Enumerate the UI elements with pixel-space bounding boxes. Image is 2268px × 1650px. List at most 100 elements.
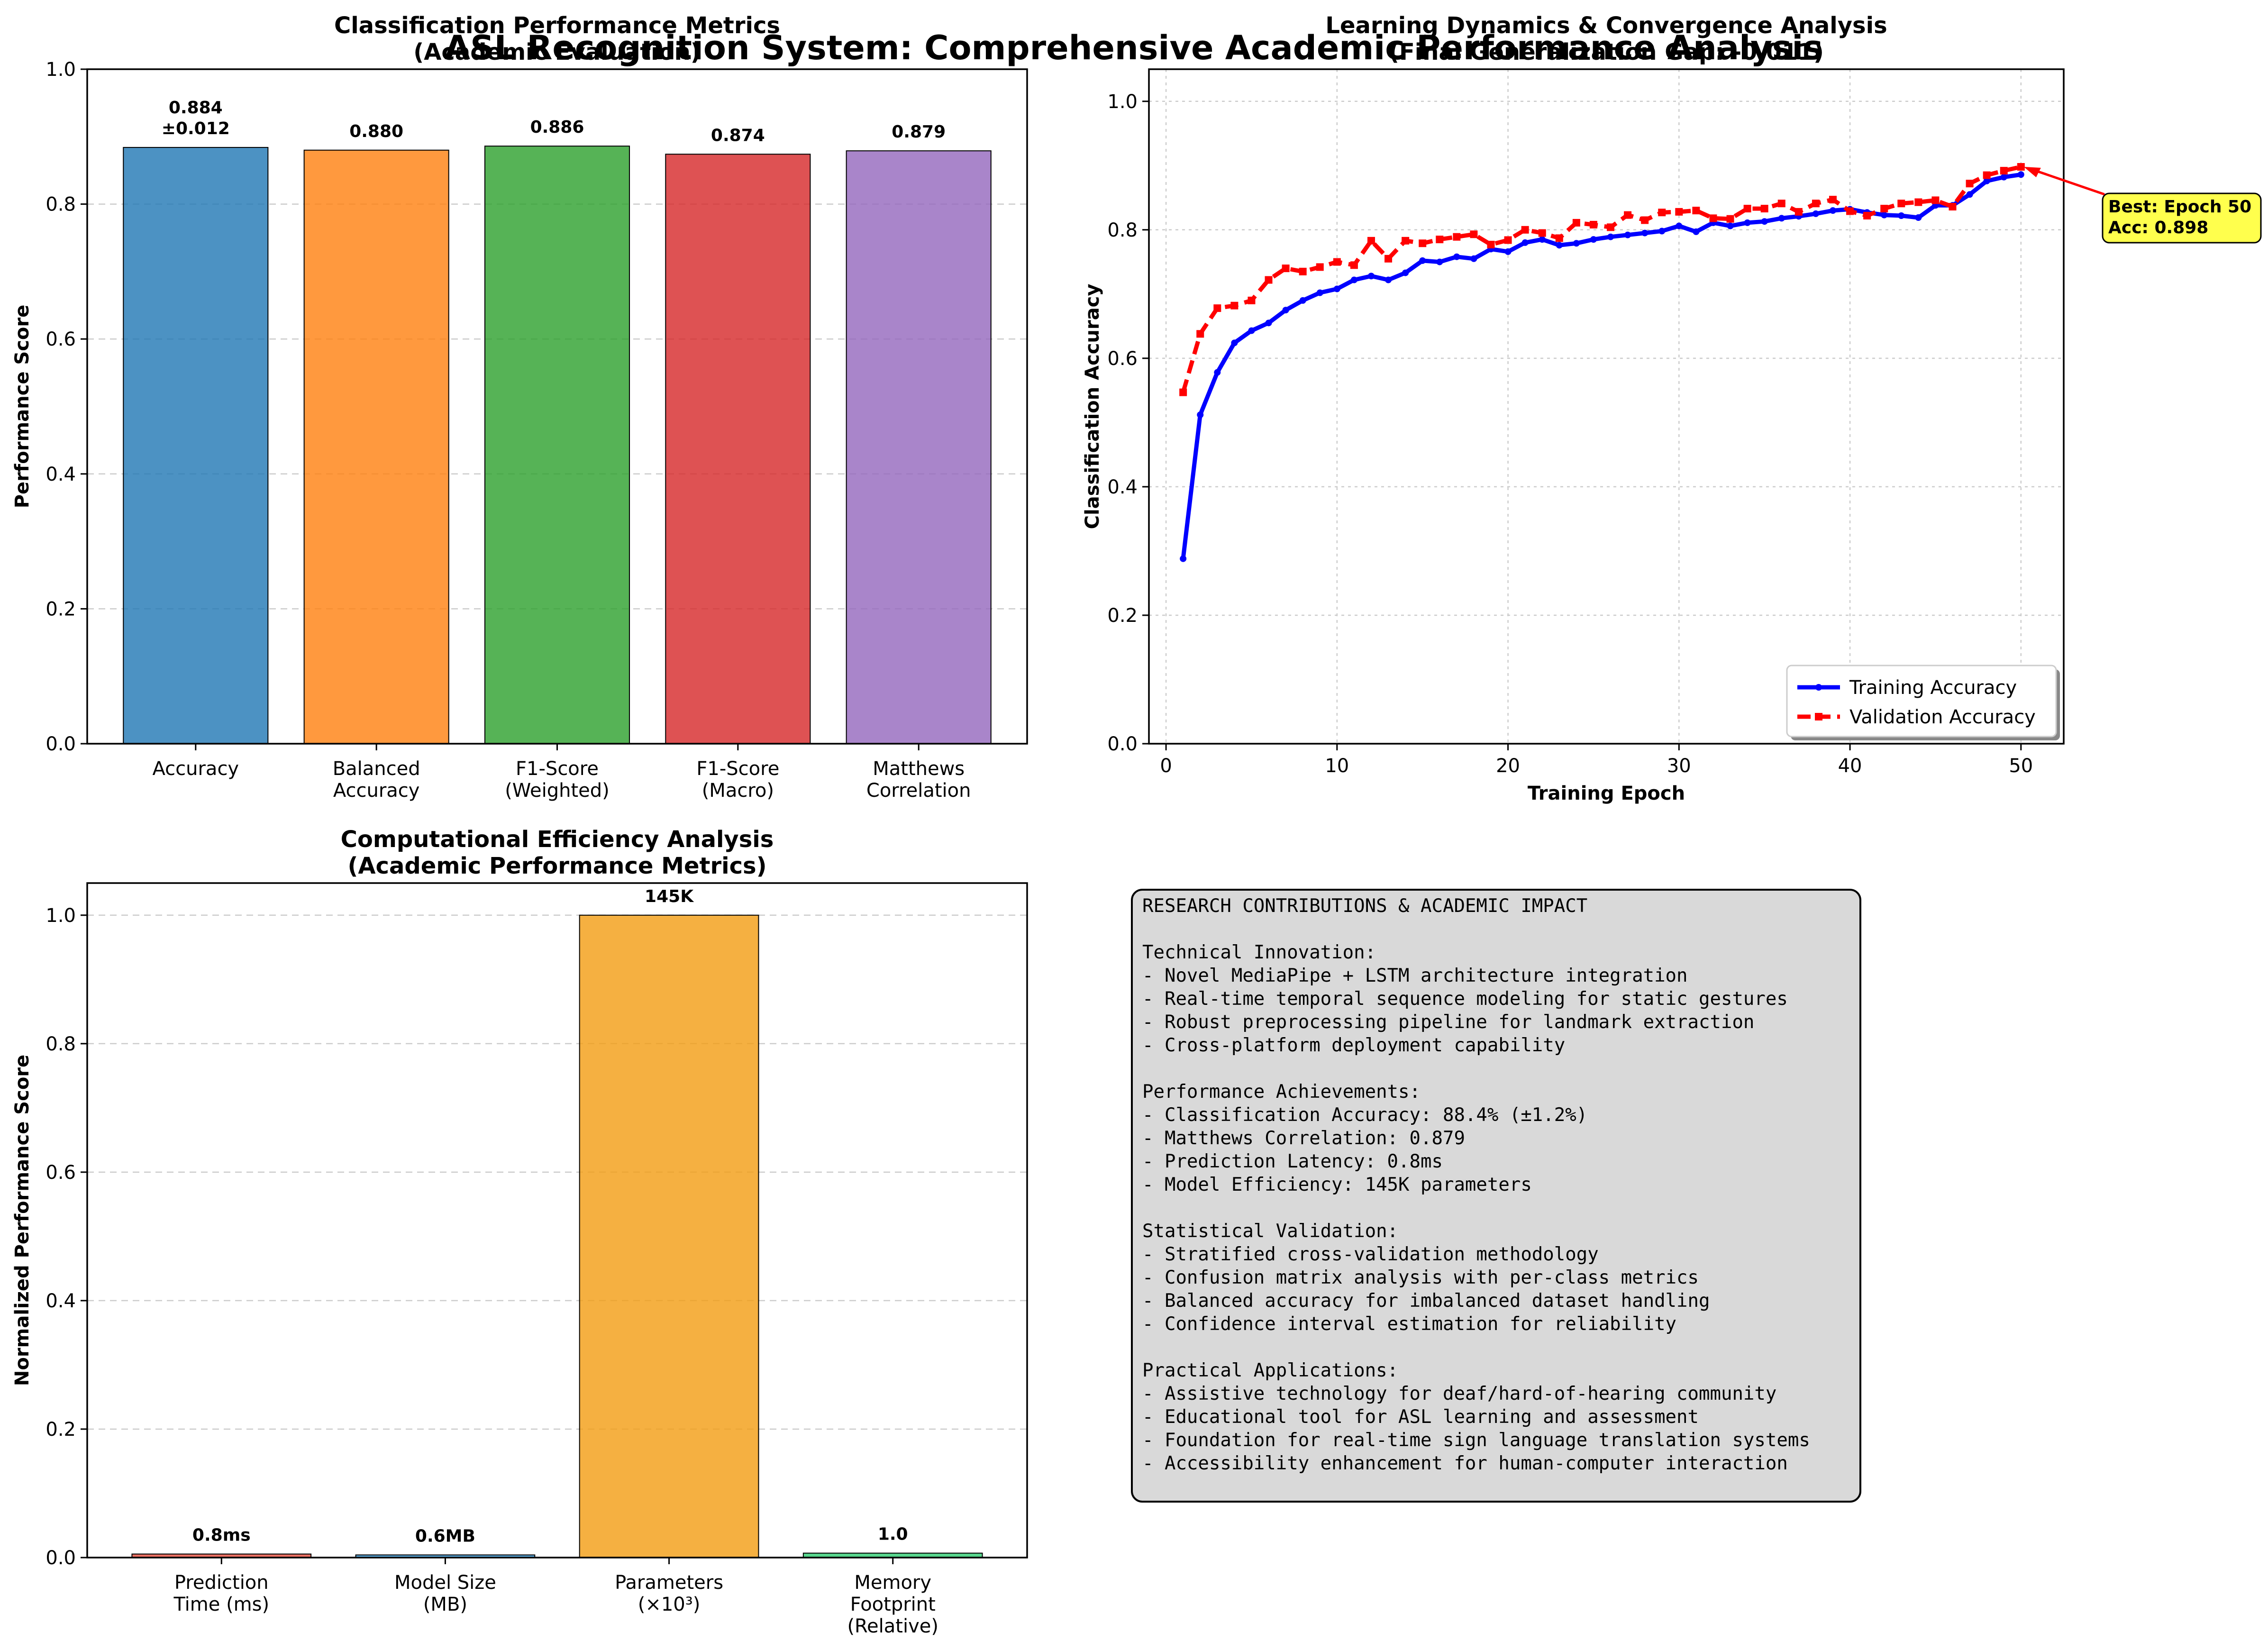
training-point <box>1676 222 1683 229</box>
training-point <box>1282 307 1289 314</box>
validation-point <box>1384 255 1393 263</box>
text-panel-line: Statistical Validation: <box>1142 1221 1399 1242</box>
x-tick-label: Model Size <box>394 1572 496 1594</box>
x-tick-label: Prediction <box>174 1572 269 1594</box>
chart-title: Classification Performance Metrics <box>334 12 780 39</box>
y-tick-label: 0.4 <box>46 464 76 485</box>
training-point <box>1966 191 1973 198</box>
y-tick-label: 1.0 <box>1107 91 1138 113</box>
validation-point <box>1402 237 1410 245</box>
x-tick-label: (Relative) <box>847 1615 938 1637</box>
y-tick-label: 0.2 <box>46 598 76 620</box>
validation-point <box>1316 263 1324 271</box>
text-panel-line <box>1142 1196 1850 1220</box>
axes-frame <box>86 882 1028 1559</box>
legend-marker <box>1815 713 1822 720</box>
validation-point <box>1949 203 1957 211</box>
validation-point <box>1812 200 1820 208</box>
text-panel-line: RESEARCH CONTRIBUTIONS & ACADEMIC IMPACT <box>1142 895 1588 917</box>
validation-point <box>1692 207 1700 215</box>
x-tick-label: 20 <box>1496 755 1520 777</box>
bar-value-label: ±0.012 <box>162 119 230 138</box>
x-tick-label: 40 <box>1838 755 1862 777</box>
y-tick-label: 0.6 <box>46 1162 76 1184</box>
bar-value-label: 0.886 <box>530 118 584 137</box>
validation-point <box>1829 196 1837 204</box>
x-tick-label: F1-Score <box>696 758 779 780</box>
validation-point <box>1521 226 1529 234</box>
training-point <box>1521 239 1529 246</box>
y-tick-label: 0.0 <box>46 1547 76 1569</box>
training-point <box>2017 171 2024 178</box>
bar <box>846 150 992 745</box>
training-point <box>1658 228 1666 235</box>
chart-title: (Final Generalization Gap: -0.011) <box>1389 39 1824 65</box>
training-point <box>1641 229 1649 237</box>
x-tick-label: 30 <box>1667 755 1691 777</box>
training-point <box>1333 285 1340 292</box>
text-panel-line: - Real-time temporal sequence modeling f… <box>1142 988 1788 1010</box>
training-point <box>1983 177 1990 184</box>
x-tick-label: Correlation <box>866 780 971 802</box>
training-point <box>1231 339 1238 346</box>
bar <box>484 146 630 744</box>
figure-suptitle: ASL Recognition System: Comprehensive Ac… <box>445 28 1823 67</box>
y-axis-label: Normalized Performance Score <box>11 1055 33 1386</box>
training-point <box>1367 273 1375 280</box>
training-point <box>1350 276 1357 283</box>
y-tick-label: 0.4 <box>46 1290 76 1312</box>
chart-title: (Academic Performance Metrics) <box>347 853 766 879</box>
x-tick-label: Accuracy <box>333 780 420 802</box>
validation-point <box>1863 211 1871 219</box>
text-panel-line: - Accessibility enhancement for human-co… <box>1142 1453 1788 1474</box>
bar-value-label: 0.880 <box>349 122 403 141</box>
legend-marker <box>1815 684 1822 691</box>
text-panel-line <box>1142 918 1850 941</box>
y-tick-label: 0.2 <box>46 1419 76 1440</box>
validation-point <box>1367 237 1375 245</box>
x-tick-label: Parameters <box>615 1572 723 1594</box>
validation-point <box>1299 267 1307 275</box>
validation-point <box>1350 261 1358 269</box>
research-contributions-panel: RESEARCH CONTRIBUTIONS & ACADEMIC IMPACT… <box>1131 889 1861 1503</box>
training-point <box>1829 207 1836 214</box>
training-point <box>1539 236 1546 243</box>
y-axis-label: Classification Accuracy <box>1082 284 1103 529</box>
y-tick-label: 0.8 <box>46 194 76 216</box>
validation-point <box>1743 205 1751 213</box>
validation-point <box>1555 234 1563 242</box>
training-accuracy-line <box>1181 172 2022 559</box>
validation-point <box>1983 171 1991 179</box>
x-tick-label: Matthews <box>873 758 965 780</box>
chart-title: Computational Efficiency Analysis <box>341 826 774 853</box>
text-panel-line: - Foundation for real-time sign language… <box>1142 1430 1810 1451</box>
legend-label: Validation Accuracy <box>1849 706 2036 728</box>
chart-title: Learning Dynamics & Convergence Analysis <box>1325 12 1887 39</box>
x-tick-label: Memory <box>854 1572 931 1594</box>
bar <box>665 154 811 745</box>
validation-point <box>1504 236 1512 244</box>
validation-point <box>1966 180 1974 188</box>
x-tick-label: Time (ms) <box>173 1594 269 1615</box>
validation-point <box>1726 215 1734 223</box>
training-point <box>1915 214 1922 221</box>
axes-frame <box>86 68 1028 745</box>
validation-point <box>1179 388 1187 396</box>
text-panel-line <box>1142 1057 1850 1080</box>
bar-value-label: 0.874 <box>711 126 765 145</box>
validation-point <box>1931 196 1940 204</box>
validation-point <box>1572 219 1580 227</box>
training-point <box>1419 257 1426 264</box>
x-tick-label: 0 <box>1160 755 1172 777</box>
x-tick-label: Balanced <box>333 758 420 780</box>
y-tick-label: 0.8 <box>46 1033 76 1055</box>
validation-point <box>1897 200 1905 208</box>
training-point <box>1436 258 1443 265</box>
text-panel-line: - Stratified cross-validation methodolog… <box>1142 1244 1599 1265</box>
validation-point <box>1213 304 1221 312</box>
legend-box <box>1786 665 2057 738</box>
validation-point <box>1196 330 1204 338</box>
validation-point <box>1794 208 1803 216</box>
validation-point <box>1487 240 1495 248</box>
